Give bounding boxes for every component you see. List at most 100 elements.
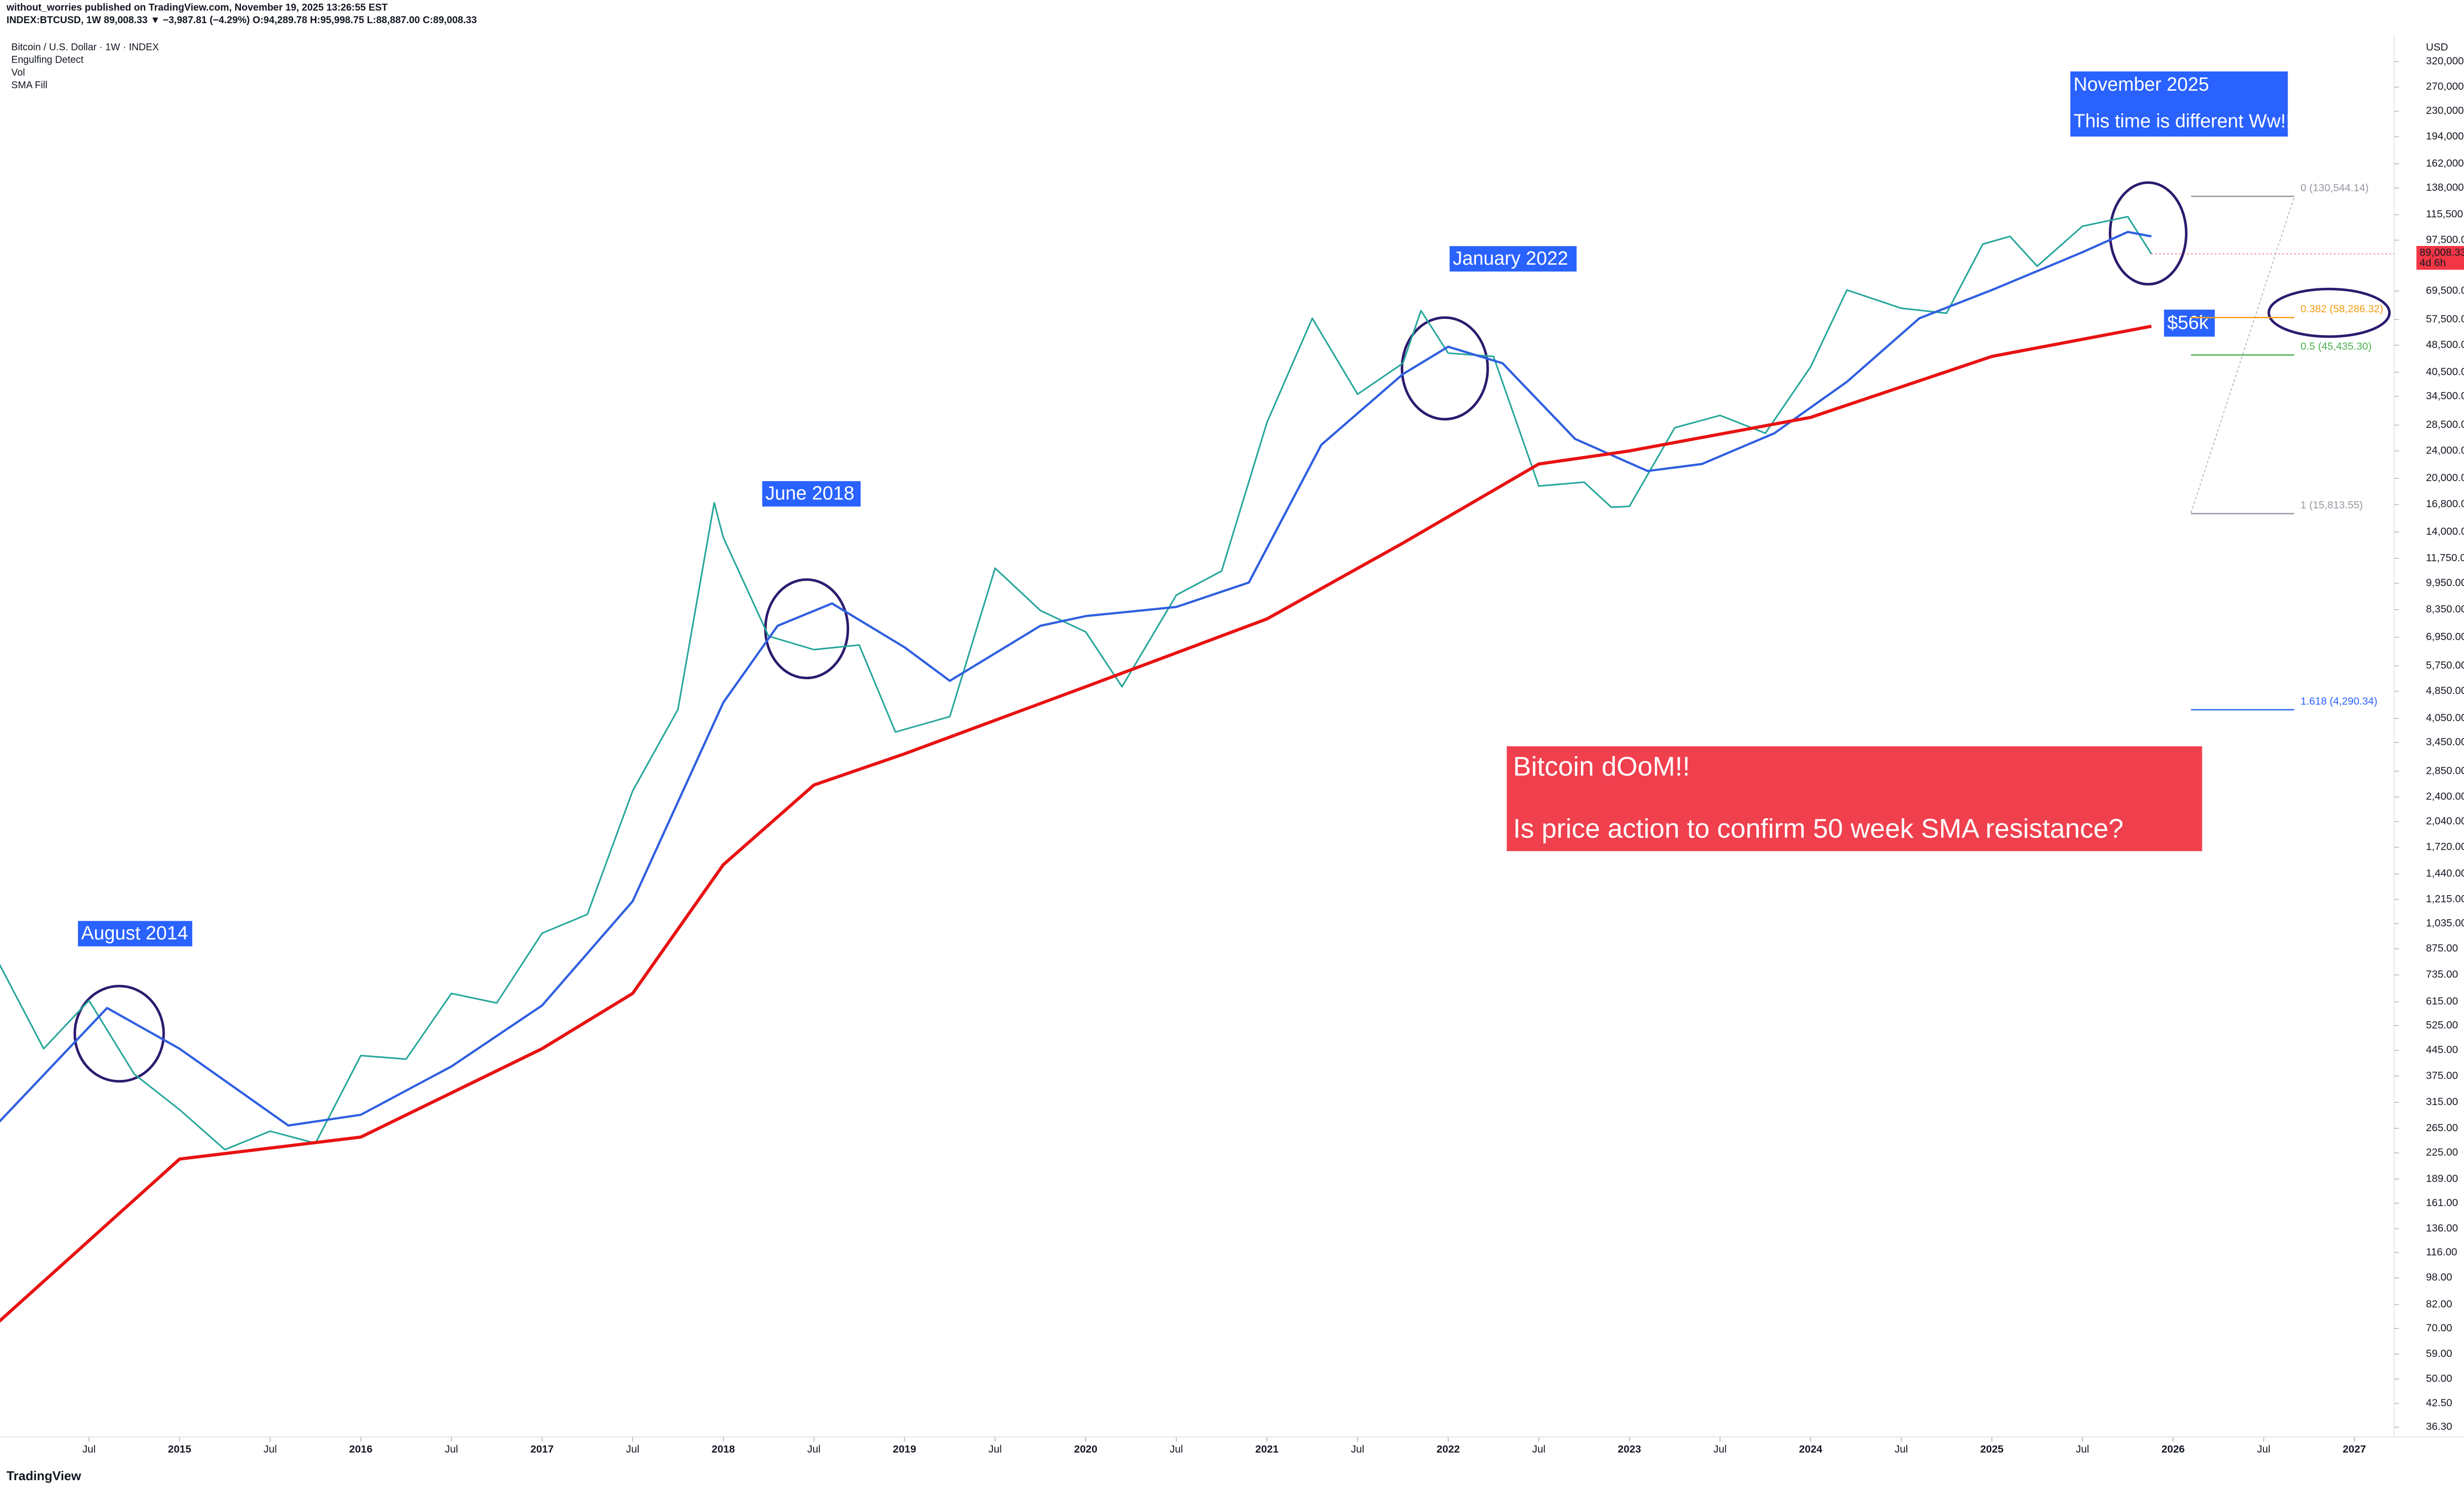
y-tick-label: 20,000.00 [2426,472,2464,484]
annotation: June 2018 [765,483,855,504]
x-tick-label: 2017 [530,1443,553,1455]
x-tick-label: 2019 [893,1443,916,1455]
y-tick-label: 11,750.00 [2426,552,2464,563]
annotation-box [1506,746,2202,851]
indicator: Engulfing Detect [11,55,84,66]
annotation: Is price action to confirm 50 week SMA r… [1513,813,2123,843]
y-tick-label: 5,750.00 [2426,659,2464,671]
annotation: January 2022 [1453,248,1568,269]
y-tick-label: 875.00 [2426,942,2458,954]
series-line [0,324,2152,1323]
y-tick-label: 8,350.00 [2426,603,2464,615]
y-tick-label: 2,400.00 [2426,791,2464,802]
x-tick-label: Jul [264,1443,277,1455]
annotation-box [762,481,861,507]
y-tick-label: 525.00 [2426,1019,2458,1031]
y-tick-label: 115,500.00 [2426,208,2464,220]
y-tick-label: 48,500.00 [2426,339,2464,350]
series-line [0,231,2152,1127]
currency: USD [2426,41,2448,53]
x-tick-label: 2027 [2343,1443,2366,1455]
annotation: August 2014 [81,923,188,944]
circle [2109,181,2188,286]
y-tick-label: 189.00 [2426,1173,2458,1184]
annotation: $56k [2167,312,2209,333]
x-tick-label: 2022 [1437,1443,1460,1455]
annotation: This time is different Ww!! [2074,110,2292,132]
y-tick-label: 194,000.00 [2426,130,2464,142]
x-tick-label: Jul [1894,1443,1908,1455]
y-tick-label: 14,000.00 [2426,525,2464,537]
x-tick-label: Jul [1713,1443,1727,1455]
y-tick-label: 320,000.00 [2426,55,2464,67]
x-tick-label: Jul [2257,1443,2270,1455]
y-tick-label: 735.00 [2426,969,2458,980]
y-tick-label: 36.30 [2426,1421,2452,1432]
x-tick-label: 2018 [712,1443,735,1455]
fib-label: 1.618 (4,290.34) [2300,695,2377,707]
indicator: Vol [11,67,25,78]
publisher: without_worries published on TradingView… [6,2,387,13]
y-tick-label: 2,040.00 [2426,815,2464,827]
x-tick-label: Jul [1351,1443,1364,1455]
y-tick-label: 50.00 [2426,1372,2452,1384]
x-tick-label: Jul [626,1443,639,1455]
x-tick-label: Jul [82,1443,96,1455]
y-tick-label: 97,500.00 [2426,234,2464,245]
y-tick-label: 315.00 [2426,1096,2458,1108]
y-tick-label: 42.50 [2426,1397,2452,1409]
logo: TradingView [6,1469,81,1483]
x-tick-label: 2020 [1074,1443,1097,1455]
y-tick-label: 4,050.00 [2426,712,2464,724]
x-tick-label: 2026 [2161,1443,2185,1455]
countdown: 4d 6h [2420,257,2446,269]
fib-label: 0.5 (45,435.30) [2300,341,2371,352]
y-tick-label: 4,850.00 [2426,685,2464,696]
annotation: November 2025 [2074,74,2209,95]
fib-label: 0.382 (58,286.32) [2300,303,2383,315]
y-tick-label: 69,500.00 [2426,284,2464,296]
y-tick-label: 230,000.00 [2426,104,2464,116]
x-tick-label: 2015 [168,1443,191,1455]
y-tick-label: 6,950.00 [2426,630,2464,642]
y-tick-label: 162,000.00 [2426,157,2464,169]
x-tick-label: Jul [807,1443,821,1455]
x-tick-label: Jul [1169,1443,1183,1455]
annotation-box [2070,71,2288,137]
last-price-box [2416,245,2464,270]
x-tick-label: Jul [445,1443,458,1455]
y-tick-label: 34,500.00 [2426,390,2464,402]
fib-trend [2190,197,2295,513]
y-tick-label: 1,035.00 [2426,917,2464,929]
symbol-line: INDEX:BTCUSD, 1W 89,008.33 ▼ −3,987.81 (… [6,15,477,26]
y-tick-label: 161.00 [2426,1197,2458,1209]
y-tick-label: 57,500.00 [2426,313,2464,325]
chart-title: Bitcoin / U.S. Dollar · 1W · INDEX [11,42,159,53]
annotation: Bitcoin dOoM!! [1513,751,1690,782]
x-tick-label: 2021 [1255,1443,1278,1455]
y-tick-label: 1,440.00 [2426,867,2464,879]
circle [2267,287,2391,338]
annotation-box [2164,310,2215,337]
circle [73,984,165,1083]
y-tick-label: 82.00 [2426,1298,2452,1310]
y-tick-label: 40,500.00 [2426,366,2464,378]
fib-label: 1 (15,813.55) [2300,499,2362,511]
y-tick-label: 265.00 [2426,1122,2458,1134]
y-tick-label: 116.00 [2426,1246,2457,1258]
series-line [0,215,2152,1151]
y-tick-label: 16,800.00 [2426,498,2464,510]
y-tick-label: 98.00 [2426,1271,2452,1283]
x-tick-label: 2016 [349,1443,373,1455]
y-tick-label: 445.00 [2426,1044,2458,1056]
y-tick-label: 2,850.00 [2426,764,2464,776]
circle [1401,316,1489,421]
y-tick-label: 59.00 [2426,1348,2452,1359]
y-tick-label: 225.00 [2426,1146,2458,1158]
annotation-box [78,921,193,947]
y-tick-label: 375.00 [2426,1070,2458,1081]
y-tick-label: 615.00 [2426,995,2458,1007]
y-tick-label: 1,720.00 [2426,840,2464,852]
